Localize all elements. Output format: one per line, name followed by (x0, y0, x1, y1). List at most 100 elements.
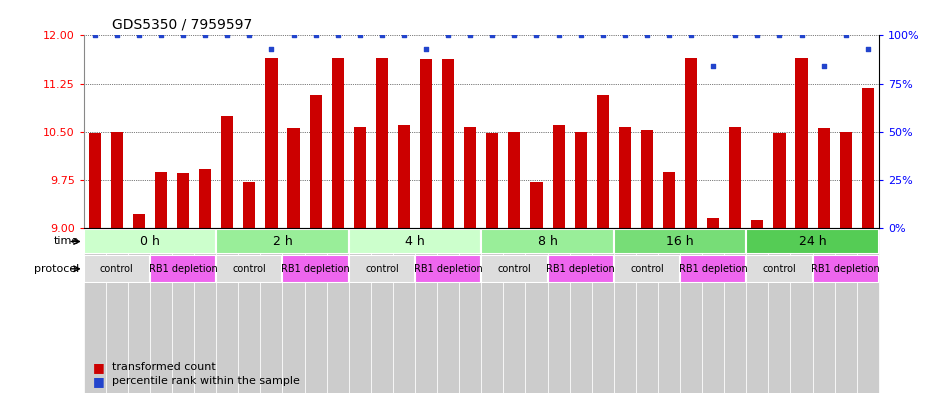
Bar (349, 255, 415, 283)
Bar (597, 95, 609, 228)
Text: control: control (498, 264, 531, 274)
Point (110, 32, 125, 39)
Point (507, 32, 522, 39)
Bar (150, 255, 216, 283)
Bar (244, 182, 256, 228)
Text: 24 h: 24 h (799, 235, 827, 248)
Bar (349, 229, 481, 254)
Bar (663, 172, 675, 228)
Bar (88, 133, 100, 228)
Point (463, 32, 478, 39)
FancyBboxPatch shape (525, 228, 548, 393)
Point (396, 32, 411, 39)
Text: protocol: protocol (33, 264, 79, 274)
FancyBboxPatch shape (834, 228, 857, 393)
Point (286, 32, 301, 39)
Point (131, 32, 146, 39)
Point (352, 32, 367, 39)
Text: transformed count: transformed count (112, 362, 216, 373)
Bar (111, 132, 123, 228)
Text: GDS5350 / 7959597: GDS5350 / 7959597 (112, 17, 252, 31)
Point (684, 32, 698, 39)
FancyBboxPatch shape (106, 228, 127, 393)
FancyBboxPatch shape (84, 228, 106, 393)
Point (529, 32, 544, 39)
Text: 8 h: 8 h (538, 235, 557, 248)
FancyBboxPatch shape (503, 228, 525, 393)
Bar (464, 127, 476, 228)
Bar (575, 132, 587, 228)
FancyBboxPatch shape (127, 228, 150, 393)
Bar (862, 88, 874, 228)
FancyBboxPatch shape (172, 228, 194, 393)
Bar (133, 214, 145, 228)
Point (418, 46, 433, 52)
FancyBboxPatch shape (392, 228, 415, 393)
Point (308, 32, 323, 39)
Point (242, 32, 257, 39)
Bar (680, 255, 746, 283)
Bar (746, 255, 813, 283)
Bar (221, 116, 233, 228)
FancyBboxPatch shape (194, 228, 216, 393)
FancyBboxPatch shape (326, 228, 349, 393)
Point (706, 63, 721, 69)
Bar (353, 127, 365, 228)
FancyBboxPatch shape (459, 228, 481, 393)
Point (551, 32, 566, 39)
Point (817, 63, 831, 69)
Text: control: control (100, 264, 134, 274)
Text: 16 h: 16 h (666, 235, 694, 248)
Point (860, 46, 875, 52)
Text: 2 h: 2 h (272, 235, 292, 248)
FancyBboxPatch shape (857, 228, 879, 393)
Bar (614, 229, 746, 254)
Bar (216, 229, 349, 254)
Point (87, 32, 102, 39)
Bar (199, 169, 211, 228)
Bar (265, 58, 277, 228)
FancyBboxPatch shape (658, 228, 680, 393)
Point (573, 32, 588, 39)
Text: RB1 depletion: RB1 depletion (811, 264, 880, 274)
Point (595, 32, 610, 39)
Point (661, 32, 676, 39)
Bar (155, 172, 167, 228)
Point (153, 32, 168, 39)
Text: RB1 depletion: RB1 depletion (281, 264, 350, 274)
FancyBboxPatch shape (260, 228, 283, 393)
FancyBboxPatch shape (349, 228, 371, 393)
Text: control: control (365, 264, 399, 274)
Text: percentile rank within the sample: percentile rank within the sample (112, 376, 299, 386)
Point (750, 32, 764, 39)
Bar (840, 132, 852, 228)
Bar (751, 220, 764, 228)
FancyBboxPatch shape (283, 228, 304, 393)
Bar (420, 59, 432, 228)
Bar (486, 133, 498, 228)
FancyBboxPatch shape (304, 228, 326, 393)
Bar (552, 125, 565, 228)
FancyBboxPatch shape (437, 228, 459, 393)
Bar (746, 229, 879, 254)
Point (198, 32, 213, 39)
FancyBboxPatch shape (702, 228, 724, 393)
Text: RB1 depletion: RB1 depletion (546, 264, 615, 274)
Bar (813, 255, 879, 283)
Bar (817, 129, 830, 228)
Text: RB1 depletion: RB1 depletion (149, 264, 218, 274)
Bar (84, 255, 150, 283)
Text: control: control (763, 264, 796, 274)
FancyBboxPatch shape (790, 228, 813, 393)
FancyBboxPatch shape (724, 228, 746, 393)
Text: control: control (232, 264, 266, 274)
FancyBboxPatch shape (591, 228, 614, 393)
FancyBboxPatch shape (569, 228, 591, 393)
Point (618, 32, 632, 39)
Point (640, 32, 655, 39)
Text: RB1 depletion: RB1 depletion (414, 264, 483, 274)
Bar (685, 58, 698, 228)
Text: 0 h: 0 h (140, 235, 160, 248)
FancyBboxPatch shape (481, 228, 503, 393)
FancyBboxPatch shape (636, 228, 658, 393)
